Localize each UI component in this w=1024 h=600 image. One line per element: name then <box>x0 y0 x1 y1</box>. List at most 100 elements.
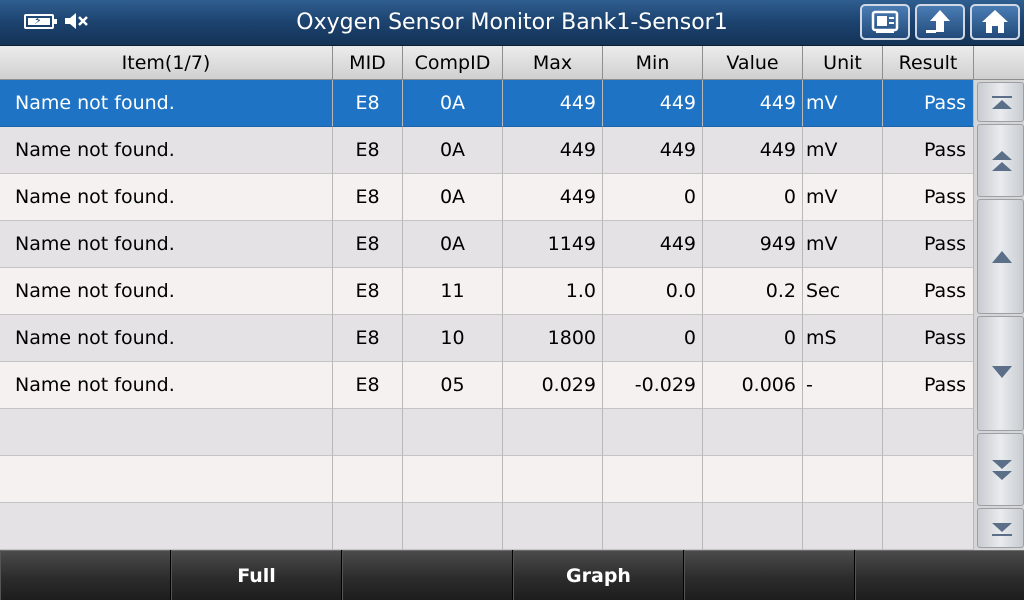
page-up-button[interactable] <box>977 124 1024 197</box>
cell-value: 949 <box>703 221 803 268</box>
report-icon <box>871 10 899 33</box>
cell-max: 1800 <box>503 315 603 362</box>
cell-unit: Sec <box>803 268 883 315</box>
cell-mid: E8 <box>333 80 403 127</box>
graph-button[interactable]: Graph <box>513 550 683 600</box>
cell-mid <box>333 456 403 503</box>
table-row[interactable]: Name not found. E8 0A 449 449 449 mV Pas… <box>0 127 974 174</box>
column-header-item[interactable]: Item(1/7) <box>0 46 333 80</box>
cell-mid: E8 <box>333 315 403 362</box>
title-bar: ⚡ Oxygen Sensor Monitor Bank1-Sensor1 <box>0 0 1024 46</box>
cell-max <box>503 409 603 456</box>
monitor-table: Item(1/7) MID CompID Max Min Value Unit … <box>0 46 974 550</box>
cell-unit: mV <box>803 174 883 221</box>
cell-min <box>603 503 703 550</box>
cell-unit: mV <box>803 221 883 268</box>
cell-result: Pass <box>883 127 974 174</box>
cell-result <box>883 409 974 456</box>
cell-mid <box>333 409 403 456</box>
function-button-5[interactable] <box>684 550 854 600</box>
cell-compid <box>403 456 503 503</box>
cell-item <box>0 409 333 456</box>
cell-result: Pass <box>883 221 974 268</box>
cell-compid: 0A <box>403 221 503 268</box>
cell-result: Pass <box>883 268 974 315</box>
table-row-empty <box>0 503 974 550</box>
table-row[interactable]: Name not found. E8 05 0.029 -0.029 0.006… <box>0 362 974 409</box>
page-down-button[interactable] <box>977 433 1024 506</box>
cell-min: -0.029 <box>603 362 703 409</box>
cell-value: 449 <box>703 127 803 174</box>
cell-item: Name not found. <box>0 268 333 315</box>
line-down-icon <box>992 366 1012 378</box>
table-row-empty <box>0 409 974 456</box>
cell-unit: mS <box>803 315 883 362</box>
cell-compid: 11 <box>403 268 503 315</box>
column-header-min[interactable]: Min <box>603 46 703 80</box>
cell-result: Pass <box>883 80 974 127</box>
scroll-top-icon <box>992 96 1012 109</box>
cell-unit <box>803 456 883 503</box>
function-button-6[interactable] <box>855 550 1024 600</box>
report-button[interactable] <box>860 4 910 40</box>
table-header: Item(1/7) MID CompID Max Min Value Unit … <box>0 46 974 80</box>
cell-value <box>703 503 803 550</box>
cell-unit <box>803 409 883 456</box>
scroll-controls <box>974 80 1024 550</box>
cell-max: 0.029 <box>503 362 603 409</box>
column-header-compid[interactable]: CompID <box>403 46 503 80</box>
home-button[interactable] <box>970 4 1020 40</box>
cell-result: Pass <box>883 174 974 221</box>
page-down-icon <box>992 460 1012 480</box>
cell-result <box>883 503 974 550</box>
cell-unit: - <box>803 362 883 409</box>
cell-min: 449 <box>603 221 703 268</box>
cell-value <box>703 409 803 456</box>
table-row[interactable]: Name not found. E8 10 1800 0 0 mS Pass <box>0 315 974 362</box>
cell-value: 0.006 <box>703 362 803 409</box>
function-button-3[interactable] <box>342 550 512 600</box>
back-arrow-icon <box>926 10 950 33</box>
status-icons: ⚡ <box>24 9 90 33</box>
full-button[interactable]: Full <box>171 550 341 600</box>
column-header-max[interactable]: Max <box>503 46 603 80</box>
table-row[interactable]: Name not found. E8 0A 1149 449 949 mV Pa… <box>0 221 974 268</box>
table-row[interactable]: Name not found. E8 0A 449 449 449 mV Pas… <box>0 80 974 127</box>
cell-item: Name not found. <box>0 127 333 174</box>
cell-item: Name not found. <box>0 362 333 409</box>
column-header-result[interactable]: Result <box>883 46 974 80</box>
cell-min <box>603 456 703 503</box>
cell-min: 449 <box>603 80 703 127</box>
cell-item: Name not found. <box>0 315 333 362</box>
cell-max <box>503 503 603 550</box>
back-button[interactable] <box>915 4 965 40</box>
cell-unit <box>803 503 883 550</box>
cell-item: Name not found. <box>0 221 333 268</box>
line-up-button[interactable] <box>977 199 1024 314</box>
home-icon <box>982 10 1008 33</box>
cell-max: 449 <box>503 127 603 174</box>
cell-mid: E8 <box>333 268 403 315</box>
function-button-1[interactable] <box>0 550 170 600</box>
table-row[interactable]: Name not found. E8 0A 449 0 0 mV Pass <box>0 174 974 221</box>
cell-mid: E8 <box>333 221 403 268</box>
cell-value: 449 <box>703 80 803 127</box>
cell-value: 0 <box>703 315 803 362</box>
scroll-bottom-icon <box>992 523 1012 536</box>
cell-value: 0 <box>703 174 803 221</box>
battery-charging-icon: ⚡ <box>24 13 57 29</box>
cell-compid: 0A <box>403 174 503 221</box>
table-row[interactable]: Name not found. E8 11 1.0 0.0 0.2 Sec Pa… <box>0 268 974 315</box>
cell-unit: mV <box>803 127 883 174</box>
column-header-value[interactable]: Value <box>703 46 803 80</box>
cell-min: 0 <box>603 174 703 221</box>
scroll-bottom-button[interactable] <box>977 508 1024 548</box>
cell-unit: mV <box>803 80 883 127</box>
line-down-button[interactable] <box>977 316 1024 431</box>
scroll-top-button[interactable] <box>977 82 1024 122</box>
column-header-mid[interactable]: MID <box>333 46 403 80</box>
cell-item <box>0 503 333 550</box>
cell-mid <box>333 503 403 550</box>
column-header-unit[interactable]: Unit <box>803 46 883 80</box>
cell-item: Name not found. <box>0 174 333 221</box>
